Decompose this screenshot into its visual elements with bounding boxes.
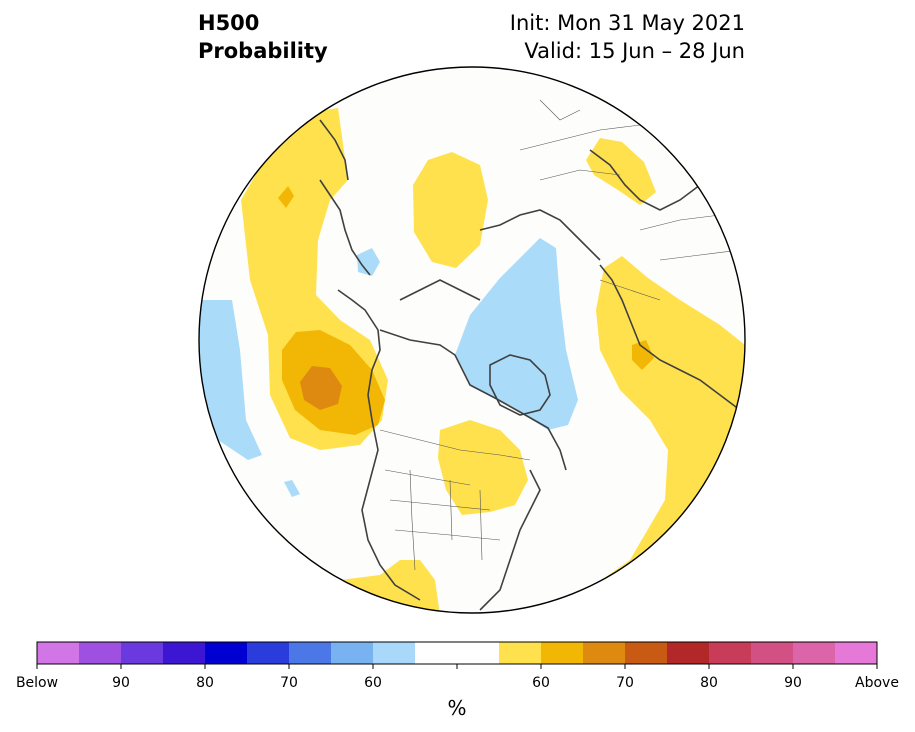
coastline-europe: [589, 149, 741, 411]
colorbar-cell: [709, 642, 752, 664]
colorbar-tick-label: Below: [15, 675, 59, 691]
political-borders: [379, 99, 741, 571]
colorbar-cell: [331, 642, 374, 664]
colorbar-cell: [79, 642, 122, 664]
below-normal-region-pacific: [199, 300, 262, 460]
above-60-region-small2: [632, 340, 654, 370]
colorbar-cell: [415, 642, 458, 664]
above-normal-region-siberia: [413, 152, 488, 268]
colorbar-tick-label: 80: [196, 675, 214, 691]
colorbar-cell: [835, 642, 878, 664]
polar-map: [198, 66, 746, 614]
colorbar-cell: [121, 642, 164, 664]
colorbar-tick-label: Above: [855, 675, 899, 691]
colorbar-cell: [37, 642, 80, 664]
valid-range: 15 Jun – 28 Jun: [588, 39, 745, 63]
coastline-alaska: [319, 119, 381, 396]
colorbar: [36, 641, 878, 669]
colorbar-cell: [499, 642, 542, 664]
above-normal-region-scandinavia: [586, 138, 656, 205]
above-60-region-small1: [278, 186, 294, 208]
coastline-north-america: [361, 394, 541, 611]
colorbar-tick-label: 70: [280, 675, 298, 691]
colorbar-cell: [541, 642, 584, 664]
init-line: Init: Mon 31 May 2021: [510, 9, 745, 37]
map-title: H500 Probability: [198, 9, 328, 65]
coastline-arctic: [379, 209, 601, 471]
border-lines-north-america: [379, 429, 531, 571]
date-info: Init: Mon 31 May 2021 Valid: 15 Jun – 28…: [510, 9, 745, 65]
colorbar-cell: [205, 642, 248, 664]
colorbar-cell: [163, 642, 206, 664]
colorbar-cell: [625, 642, 668, 664]
colorbar-tick-label: 60: [532, 675, 550, 691]
colorbar-tick-marks: [36, 664, 878, 669]
colorbar-tick-label: 90: [784, 675, 802, 691]
colorbar-cell: [289, 642, 332, 664]
product-label: Probability: [198, 39, 328, 63]
globe-outline: [198, 66, 746, 614]
colorbar-tick-label: 80: [700, 675, 718, 691]
colorbar-cell: [793, 642, 836, 664]
above-normal-region-canada: [438, 420, 528, 515]
probability-fields: [199, 108, 745, 613]
border-lines-eurasia: [519, 99, 741, 301]
init-prefix: Init:: [509, 11, 551, 35]
coastlines: [319, 119, 741, 611]
colorbar-cell: [247, 642, 290, 664]
variable-label: H500: [198, 11, 260, 35]
colorbar-cell: [373, 642, 416, 664]
colorbar-cell: [667, 642, 710, 664]
below-normal-region-tiny: [284, 480, 300, 497]
colorbar-tick-label: 60: [364, 675, 382, 691]
colorbar-cell: [751, 642, 794, 664]
valid-prefix: Valid:: [524, 39, 583, 63]
init-date: Mon 31 May 2021: [557, 11, 745, 35]
colorbar-unit-label: %: [447, 696, 467, 720]
valid-line: Valid: 15 Jun – 28 Jun: [510, 37, 745, 65]
colorbar-cell: [583, 642, 626, 664]
below-normal-region-small: [357, 248, 380, 276]
colorbar-tick-label: 90: [112, 675, 130, 691]
above-70-region-pacific: [300, 366, 342, 410]
colorbar-cell: [457, 642, 500, 664]
colorbar-tick-label: 70: [616, 675, 634, 691]
coastline-greenland: [489, 354, 551, 416]
colorbar-cells: [37, 642, 878, 664]
